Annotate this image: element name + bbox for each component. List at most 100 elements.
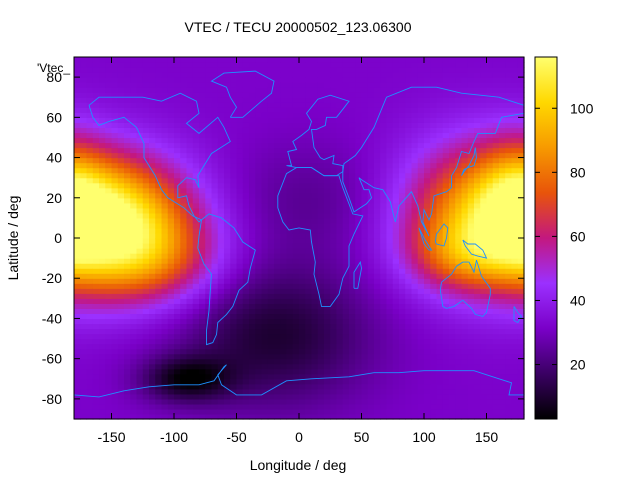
- heatmap-cell: [217, 142, 225, 149]
- heatmap-cell: [267, 102, 275, 108]
- heatmap-cell: [74, 172, 81, 179]
- heatmap-cell: [361, 348, 369, 355]
- heatmap-cell: [392, 87, 400, 93]
- heatmap-cell: [436, 167, 444, 174]
- heatmap-cell: [280, 202, 288, 209]
- heatmap-cell: [261, 308, 269, 315]
- heatmap-cell: [367, 212, 375, 219]
- heatmap-cell: [449, 192, 456, 199]
- heatmap-cell: [267, 258, 275, 264]
- heatmap-cell: [480, 142, 488, 149]
- heatmap-cell: [399, 333, 406, 340]
- heatmap-cell: [311, 132, 319, 139]
- heatmap-cell: [336, 127, 344, 134]
- heatmap-cell: [280, 378, 288, 385]
- heatmap-cell: [74, 167, 81, 174]
- heatmap-cell: [149, 303, 156, 309]
- heatmap-cell: [92, 303, 100, 309]
- heatmap-cell: [386, 187, 394, 194]
- heatmap-cell: [342, 253, 350, 259]
- heatmap-cell: [442, 87, 450, 93]
- heatmap-cell: [149, 398, 156, 405]
- heatmap-cell: [455, 212, 463, 219]
- heatmap-cell: [342, 122, 350, 128]
- heatmap-cell: [255, 323, 263, 330]
- heatmap-cell: [392, 222, 400, 229]
- heatmap-cell: [330, 403, 338, 410]
- heatmap-cell: [74, 147, 81, 154]
- heatmap-cell: [199, 197, 206, 204]
- heatmap-cell: [224, 263, 231, 269]
- heatmap-cell: [167, 57, 175, 63]
- heatmap-cell: [292, 122, 300, 128]
- heatmap-cell: [186, 238, 194, 244]
- heatmap-cell: [449, 117, 456, 123]
- heatmap-cell: [374, 393, 381, 400]
- heatmap-cell: [286, 112, 294, 118]
- heatmap-cell: [386, 222, 394, 229]
- heatmap-cell: [286, 383, 294, 390]
- heatmap-cell: [149, 232, 156, 239]
- heatmap-cell: [199, 187, 206, 194]
- heatmap-cell: [105, 227, 113, 234]
- heatmap-cell: [442, 253, 450, 259]
- heatmap-cell: [267, 328, 275, 335]
- heatmap-cell: [286, 323, 294, 330]
- heatmap-cell: [211, 107, 219, 113]
- heatmap-cell: [486, 388, 494, 395]
- heatmap-cell: [474, 268, 481, 274]
- heatmap-cell: [242, 157, 250, 164]
- heatmap-cell: [136, 408, 144, 415]
- heatmap-cell: [230, 258, 238, 264]
- heatmap-cell: [386, 348, 394, 355]
- heatmap-cell: [367, 363, 375, 370]
- heatmap-cell: [199, 137, 206, 144]
- heatmap-cell: [380, 298, 388, 304]
- heatmap-cell: [205, 117, 213, 123]
- heatmap-cell: [417, 162, 425, 169]
- heatmap-cell: [174, 373, 181, 380]
- heatmap-cell: [349, 197, 356, 204]
- heatmap-cell: [217, 147, 225, 154]
- heatmap-cell: [255, 147, 263, 154]
- heatmap-cell: [130, 393, 138, 400]
- heatmap-cell: [74, 62, 81, 68]
- heatmap-cell: [274, 177, 281, 184]
- heatmap-cell: [149, 253, 156, 259]
- heatmap-cell: [480, 172, 488, 179]
- heatmap-cell: [192, 408, 200, 415]
- heatmap-cell: [249, 137, 256, 144]
- heatmap-cell: [324, 343, 331, 350]
- heatmap-cell: [80, 217, 88, 224]
- heatmap-cell: [155, 253, 163, 259]
- heatmap-cell: [417, 87, 425, 93]
- heatmap-cell: [355, 57, 363, 63]
- heatmap-cell: [442, 192, 450, 199]
- heatmap-cell: [349, 172, 356, 179]
- heatmap-cell: [255, 313, 263, 320]
- heatmap-cell: [167, 298, 175, 304]
- heatmap-cell: [324, 238, 331, 244]
- heatmap-cell: [167, 308, 175, 315]
- heatmap-cell: [242, 408, 250, 415]
- heatmap-cell: [255, 162, 263, 169]
- heatmap-cell: [261, 363, 269, 370]
- heatmap-cell: [280, 398, 288, 405]
- heatmap-cell: [280, 102, 288, 108]
- heatmap-cell: [405, 97, 413, 103]
- heatmap-cell: [255, 248, 263, 254]
- heatmap-cell: [461, 102, 469, 108]
- heatmap-cell: [267, 353, 275, 360]
- heatmap-cell: [99, 112, 106, 118]
- heatmap-cell: [355, 162, 363, 169]
- heatmap-cell: [311, 243, 319, 249]
- heatmap-cell: [299, 222, 306, 229]
- heatmap-cell: [392, 278, 400, 284]
- heatmap-cell: [505, 348, 513, 355]
- heatmap-cell: [417, 378, 425, 385]
- heatmap-cell: [230, 413, 238, 420]
- heatmap-cell: [111, 373, 119, 380]
- heatmap-cell: [461, 227, 469, 234]
- heatmap-cell: [249, 227, 256, 234]
- heatmap-cell: [480, 137, 488, 144]
